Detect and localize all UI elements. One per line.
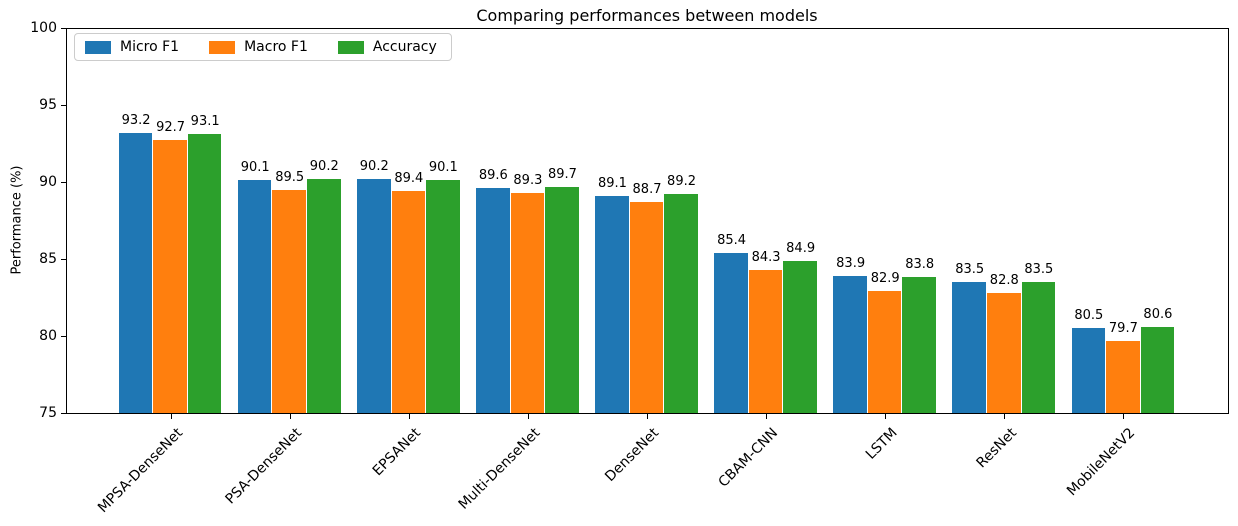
- bar-value-label: 90.2: [309, 158, 339, 174]
- bar: [714, 252, 748, 413]
- bar: [357, 178, 391, 413]
- bar: [595, 195, 629, 413]
- y-tick-mark: [61, 259, 66, 260]
- y-tick-label: 75: [39, 405, 57, 421]
- y-tick-label: 85: [39, 251, 57, 267]
- bar: [237, 180, 272, 413]
- x-tick-label: MPSA-DenseNet: [94, 425, 186, 517]
- bar: [902, 277, 936, 413]
- bar: [1071, 328, 1106, 413]
- bar: [545, 186, 579, 413]
- x-tick-label: ResNet: [973, 425, 1020, 472]
- legend-item: Micro F1: [85, 39, 179, 55]
- bar: [952, 282, 986, 413]
- x-tick-mark: [647, 414, 648, 419]
- bar-value-label: 84.9: [786, 240, 816, 256]
- bar-value-label: 85.4: [717, 232, 747, 248]
- bar-value-label: 82.8: [989, 272, 1019, 288]
- bar-value-label: 83.8: [905, 257, 935, 273]
- x-tick-mark: [170, 414, 172, 419]
- legend-item: Accuracy: [337, 39, 437, 55]
- x-tick-label: PSA-DenseNet: [222, 425, 306, 508]
- x-tick-label: MobileNetV2: [1064, 425, 1139, 500]
- bar-value-label: 82.9: [870, 271, 900, 287]
- bar-value-label: 92.7: [156, 120, 186, 136]
- x-tick-label: LSTM: [862, 425, 901, 463]
- bar-value-label: 80.5: [1074, 308, 1104, 324]
- bar: [476, 188, 510, 413]
- x-tick-mark: [1123, 414, 1125, 419]
- bar-value-label: 83.5: [955, 262, 985, 278]
- x-tick-label: CBAM-CNN: [715, 425, 782, 491]
- legend-label: Micro F1: [120, 39, 180, 55]
- bar-value-label: 79.7: [1108, 320, 1138, 336]
- bar: [833, 275, 867, 413]
- bar-value-label: 88.7: [632, 182, 662, 198]
- bar: [867, 291, 902, 413]
- bar-value-label: 89.7: [547, 166, 577, 182]
- bar: [187, 134, 222, 413]
- bar: [272, 189, 306, 413]
- bar-value-label: 89.3: [513, 172, 543, 188]
- x-tick-mark: [289, 414, 291, 419]
- x-tick-label: DenseNet: [602, 425, 663, 485]
- y-tick-label: 90: [39, 174, 57, 190]
- bar: [118, 132, 153, 413]
- legend-item: Macro F1: [209, 39, 308, 55]
- x-tick-mark: [885, 414, 887, 419]
- bar-value-label: 83.5: [1024, 262, 1054, 278]
- legend-swatch: [209, 40, 236, 54]
- bar-value-label: 80.6: [1143, 306, 1173, 322]
- legend-swatch: [337, 40, 364, 54]
- y-tick-label: 80: [39, 328, 57, 344]
- bar-value-label: 89.4: [394, 171, 424, 187]
- bar-value-label: 89.5: [275, 169, 305, 185]
- y-tick-mark: [61, 105, 66, 106]
- bar: [783, 260, 817, 413]
- bar: [153, 140, 187, 413]
- bar: [1021, 282, 1056, 413]
- y-tick-label: 100: [30, 20, 57, 36]
- bar-value-label: 90.1: [240, 160, 270, 176]
- bar: [664, 194, 698, 413]
- x-tick-mark: [408, 414, 410, 419]
- bar: [1140, 326, 1175, 413]
- bar-value-label: 89.1: [597, 175, 627, 191]
- bar-value-label: 93.2: [121, 112, 151, 128]
- bar-value-label: 89.6: [478, 168, 508, 184]
- bar: [748, 269, 783, 413]
- legend-swatch: [85, 40, 111, 54]
- y-tick-mark: [61, 336, 66, 337]
- x-tick-mark: [1004, 414, 1006, 419]
- y-tick-mark: [61, 182, 66, 183]
- legend: Micro F1 Macro F1 Accuracy: [74, 33, 452, 61]
- x-tick-mark: [527, 414, 529, 419]
- legend-label: Macro F1: [244, 39, 308, 55]
- bar: [426, 180, 460, 413]
- chart-title: Comparing performances between models: [476, 6, 818, 25]
- bar-value-label: 90.2: [359, 158, 389, 174]
- x-tick-label: EPSANet: [369, 425, 425, 480]
- bar: [1106, 340, 1140, 413]
- y-tick-mark: [61, 413, 66, 414]
- bar-value-label: 93.1: [190, 114, 220, 130]
- bar-value-label: 89.2: [667, 174, 697, 190]
- bar: [987, 292, 1021, 413]
- x-tick-mark: [766, 414, 768, 419]
- bar-value-label: 84.3: [751, 249, 781, 265]
- bar: [629, 202, 664, 413]
- bar-value-label: 83.9: [836, 255, 866, 271]
- y-tick-mark: [61, 28, 66, 29]
- bar: [391, 191, 426, 413]
- x-tick-label: Multi-DenseNet: [455, 425, 544, 513]
- bar-value-label: 90.1: [428, 160, 458, 176]
- bar: [306, 178, 341, 413]
- bar: [510, 192, 545, 413]
- y-tick-label: 95: [39, 97, 57, 113]
- legend-label: Accuracy: [372, 39, 437, 55]
